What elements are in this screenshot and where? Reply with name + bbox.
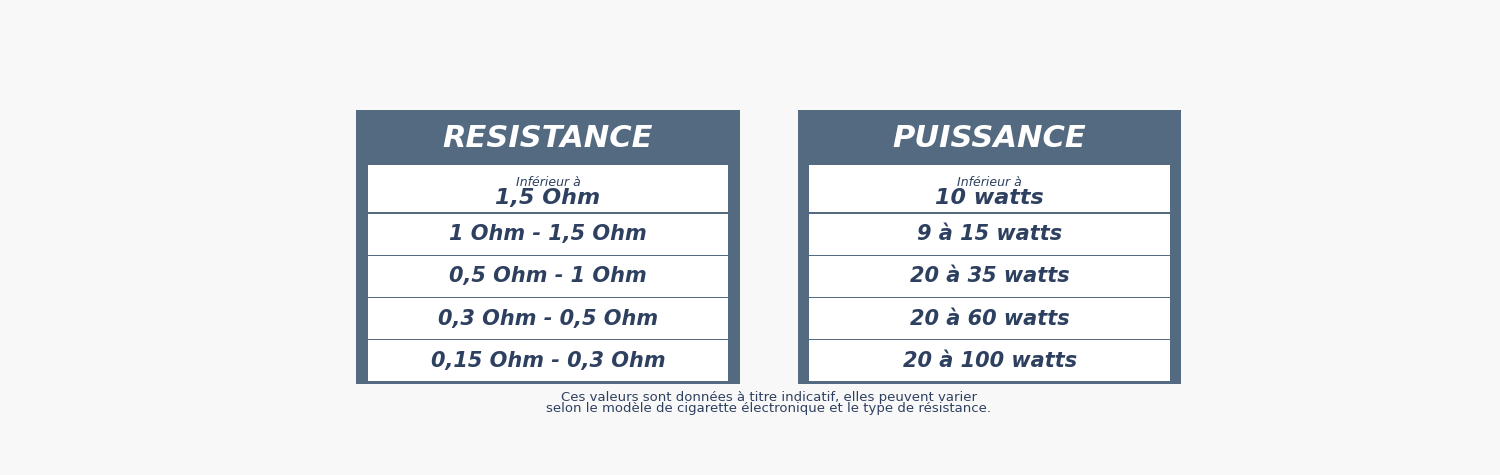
Text: 0,5 Ohm - 1 Ohm: 0,5 Ohm - 1 Ohm — [448, 266, 646, 286]
Bar — [810, 256, 1170, 296]
Bar — [810, 341, 1170, 380]
Text: selon le modèle de cigarette électronique et le type de résistance.: selon le modèle de cigarette électroniqu… — [546, 402, 992, 415]
Bar — [356, 110, 740, 384]
Text: Inférieur à: Inférieur à — [957, 176, 1022, 189]
Bar — [810, 298, 1170, 339]
Bar — [810, 165, 1170, 212]
Text: 20 à 60 watts: 20 à 60 watts — [910, 309, 1070, 329]
Text: Ces valeurs sont données à titre indicatif, elles peuvent varier: Ces valeurs sont données à titre indicat… — [561, 391, 976, 404]
Text: 9 à 15 watts: 9 à 15 watts — [916, 224, 1062, 245]
Bar — [368, 341, 728, 380]
Bar — [810, 114, 1170, 163]
Bar — [368, 214, 728, 255]
Bar — [368, 114, 728, 163]
Text: 20 à 35 watts: 20 à 35 watts — [910, 266, 1070, 286]
Text: 10 watts: 10 watts — [936, 188, 1044, 208]
Bar — [368, 165, 728, 212]
Text: RESISTANCE: RESISTANCE — [442, 124, 652, 153]
Text: Inférieur à: Inférieur à — [516, 176, 580, 189]
Bar — [368, 298, 728, 339]
Text: 1 Ohm - 1,5 Ohm: 1 Ohm - 1,5 Ohm — [448, 224, 646, 245]
Bar — [798, 110, 1182, 384]
Bar — [368, 256, 728, 296]
Text: 0,3 Ohm - 0,5 Ohm: 0,3 Ohm - 0,5 Ohm — [438, 309, 658, 329]
Text: PUISSANCE: PUISSANCE — [892, 124, 1086, 153]
Text: 0,15 Ohm - 0,3 Ohm: 0,15 Ohm - 0,3 Ohm — [430, 351, 664, 370]
Bar — [810, 214, 1170, 255]
Text: 1,5 Ohm: 1,5 Ohm — [495, 188, 600, 208]
Text: 20 à 100 watts: 20 à 100 watts — [903, 351, 1077, 370]
